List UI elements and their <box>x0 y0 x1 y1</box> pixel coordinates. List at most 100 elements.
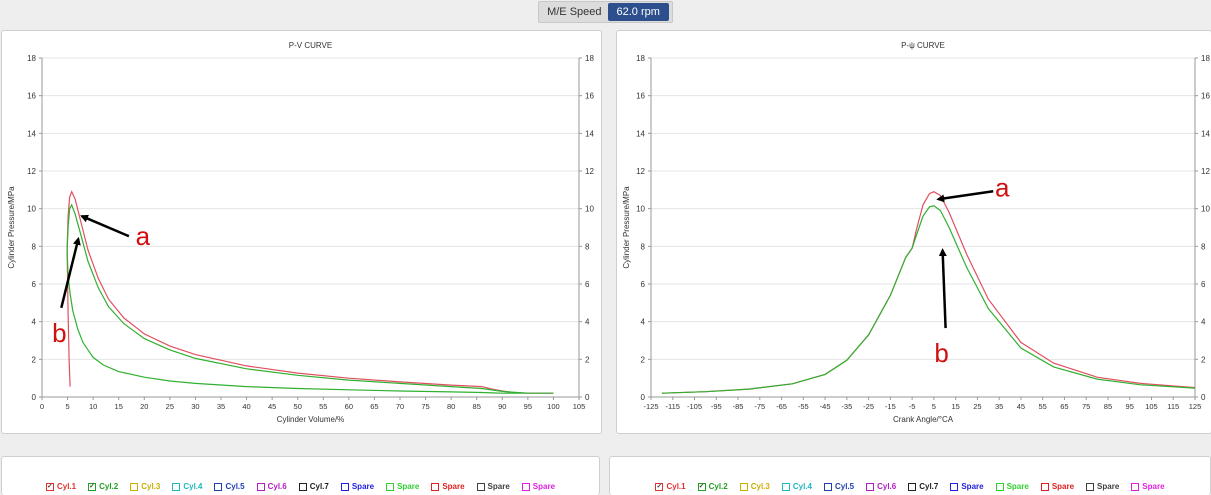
checkbox-unchecked[interactable] <box>1131 482 1140 491</box>
checkbox-unchecked[interactable] <box>1040 482 1049 491</box>
x-tick-label: 25 <box>973 402 981 411</box>
legend-item-label: Spare <box>1097 482 1120 491</box>
legend-item-label: Cyl.2 <box>99 482 119 491</box>
legend-item-spare-8[interactable]: Spare <box>386 482 419 491</box>
annotation-arrow <box>938 248 947 329</box>
checkbox-checked[interactable]: ✓ <box>45 482 54 491</box>
series-line-1 <box>661 191 1196 394</box>
legend-item-label: Spare <box>1051 482 1075 491</box>
x-tick-label: 35 <box>995 402 1003 411</box>
annotation-label: a <box>995 172 1010 202</box>
legend-item-spare-7[interactable]: Spare <box>950 482 984 491</box>
checkbox-unchecked[interactable] <box>172 482 181 491</box>
annotation-arrow <box>80 214 130 238</box>
x-tick-label: 5 <box>932 402 936 411</box>
x-axis-label: Cylinder Volume/% <box>277 415 345 424</box>
series-line-2 <box>66 203 554 394</box>
x-tick-label: 15 <box>115 402 123 411</box>
legend-item-cyl-7[interactable]: Cyl.7 <box>908 482 938 491</box>
p-psi-legend: ✓ Cyl.1 ✓ Cyl.2 Cyl.3 Cyl.4 Cyl.5 Cyl.6 Cyl.7 Spa… <box>610 482 1210 491</box>
legend-item-spare-7[interactable]: Spare <box>340 482 375 491</box>
legend-item-spare-9[interactable]: Spare <box>431 482 465 491</box>
y2-tick-label: 14 <box>585 129 594 138</box>
legend-item-cyl-4[interactable]: Cyl.4 <box>781 482 812 491</box>
legend-item-cyl-1[interactable]: ✓ Cyl.1 <box>45 482 76 491</box>
y2-tick-label: 16 <box>585 92 594 101</box>
y2-tick-label: 6 <box>585 280 590 289</box>
checkbox-unchecked[interactable] <box>214 482 223 491</box>
checkbox-unchecked[interactable] <box>431 482 440 491</box>
checkbox-unchecked[interactable] <box>739 482 748 491</box>
checkbox-checked[interactable]: ✓ <box>88 482 97 491</box>
x-tick-label: 10 <box>89 402 97 411</box>
legend-item-label: Spare <box>1006 482 1029 491</box>
legend-item-cyl-7[interactable]: Cyl.7 <box>298 482 329 491</box>
x-tick-label: -75 <box>754 402 765 411</box>
checkbox-unchecked[interactable] <box>130 482 139 491</box>
legend-item-label: Spare <box>351 482 375 491</box>
y-tick-label: 14 <box>636 129 645 138</box>
checkbox-unchecked[interactable] <box>1086 482 1095 491</box>
checkbox-unchecked[interactable] <box>781 482 790 491</box>
legend-item-cyl-3[interactable]: Cyl.3 <box>739 482 770 491</box>
y2-tick-label: 12 <box>1201 167 1210 176</box>
x-tick-label: -55 <box>798 402 809 411</box>
y2-tick-label: 0 <box>585 393 590 402</box>
checkbox-unchecked[interactable] <box>386 482 395 491</box>
y-tick-label: 0 <box>641 393 646 402</box>
annotation-label: a <box>136 221 151 251</box>
y2-tick-label: 10 <box>585 205 594 214</box>
y2-tick-label: 4 <box>1201 318 1206 327</box>
legend-item-spare-11[interactable]: Spare <box>521 482 555 491</box>
legend-item-cyl-2[interactable]: ✓ Cyl.2 <box>697 482 728 491</box>
y-tick-label: 8 <box>641 242 646 251</box>
checkbox-unchecked[interactable] <box>950 482 959 491</box>
p-psi-legend-panel: ✓ Cyl.1 ✓ Cyl.2 Cyl.3 Cyl.4 Cyl.5 Cyl.6 Cyl.7 Spa… <box>609 456 1211 495</box>
legend-item-cyl-1[interactable]: ✓ Cyl.1 <box>655 482 686 491</box>
chart-title: P-V CURVE <box>289 41 332 50</box>
legend-item-label: Cyl.2 <box>708 482 728 491</box>
y-axis-label: Cylinder Pressure/MPa <box>622 186 631 269</box>
x-tick-label: 20 <box>140 402 148 411</box>
y2-tick-label: 6 <box>1201 280 1206 289</box>
legend-item-cyl-3[interactable]: Cyl.3 <box>130 482 160 491</box>
legend-item-spare-8[interactable]: Spare <box>995 482 1029 491</box>
checkbox-unchecked[interactable] <box>866 482 875 491</box>
legend-item-cyl-5[interactable]: Cyl.5 <box>823 482 854 491</box>
legend-item-cyl-2[interactable]: ✓ Cyl.2 <box>88 482 118 491</box>
legend-item-spare-9[interactable]: Spare <box>1040 482 1075 491</box>
y-tick-label: 6 <box>641 280 646 289</box>
pv-chart-panel: 0 0 2 2 4 4 6 6 8 8 10 10 12 12 14 14 16 16 18 18 0 5 10 15 20 25… <box>1 30 602 434</box>
checkbox-checked[interactable]: ✓ <box>655 482 664 491</box>
checkbox-checked[interactable]: ✓ <box>697 482 706 491</box>
legend-item-spare-10[interactable]: Spare <box>1086 482 1119 491</box>
y2-tick-label: 18 <box>585 54 594 63</box>
x-tick-label: 25 <box>166 402 174 411</box>
checkbox-unchecked[interactable] <box>823 482 832 491</box>
x-tick-label: -5 <box>909 402 916 411</box>
y2-tick-label: 12 <box>585 167 594 176</box>
checkbox-unchecked[interactable] <box>995 482 1004 491</box>
legend-item-cyl-5[interactable]: Cyl.5 <box>214 482 245 491</box>
legend-item-cyl-4[interactable]: Cyl.4 <box>172 482 202 491</box>
x-tick-label: 80 <box>447 402 455 411</box>
x-tick-label: 75 <box>421 402 429 411</box>
speed-bar: M/E Speed 62.0 rpm <box>0 0 1211 23</box>
x-tick-label: 90 <box>498 402 506 411</box>
checkbox-unchecked[interactable] <box>298 482 307 491</box>
x-tick-label: 85 <box>1104 402 1112 411</box>
checkbox-unchecked[interactable] <box>521 482 530 491</box>
legend-item-cyl-6[interactable]: Cyl.6 <box>256 482 287 491</box>
legend-item-spare-10[interactable]: Spare <box>476 482 510 491</box>
annotation-arrow <box>60 236 81 309</box>
checkbox-unchecked[interactable] <box>908 482 917 491</box>
legend-item-spare-11[interactable]: Spare <box>1131 482 1165 491</box>
x-tick-label: 50 <box>294 402 302 411</box>
checkbox-unchecked[interactable] <box>256 482 265 491</box>
checkbox-unchecked[interactable] <box>340 482 349 491</box>
legend-item-label: Cyl.6 <box>267 482 287 491</box>
legend-item-label: Cyl.3 <box>750 482 770 491</box>
legend-item-cyl-6[interactable]: Cyl.6 <box>866 482 896 491</box>
checkbox-unchecked[interactable] <box>476 482 485 491</box>
x-tick-label: 65 <box>370 402 378 411</box>
